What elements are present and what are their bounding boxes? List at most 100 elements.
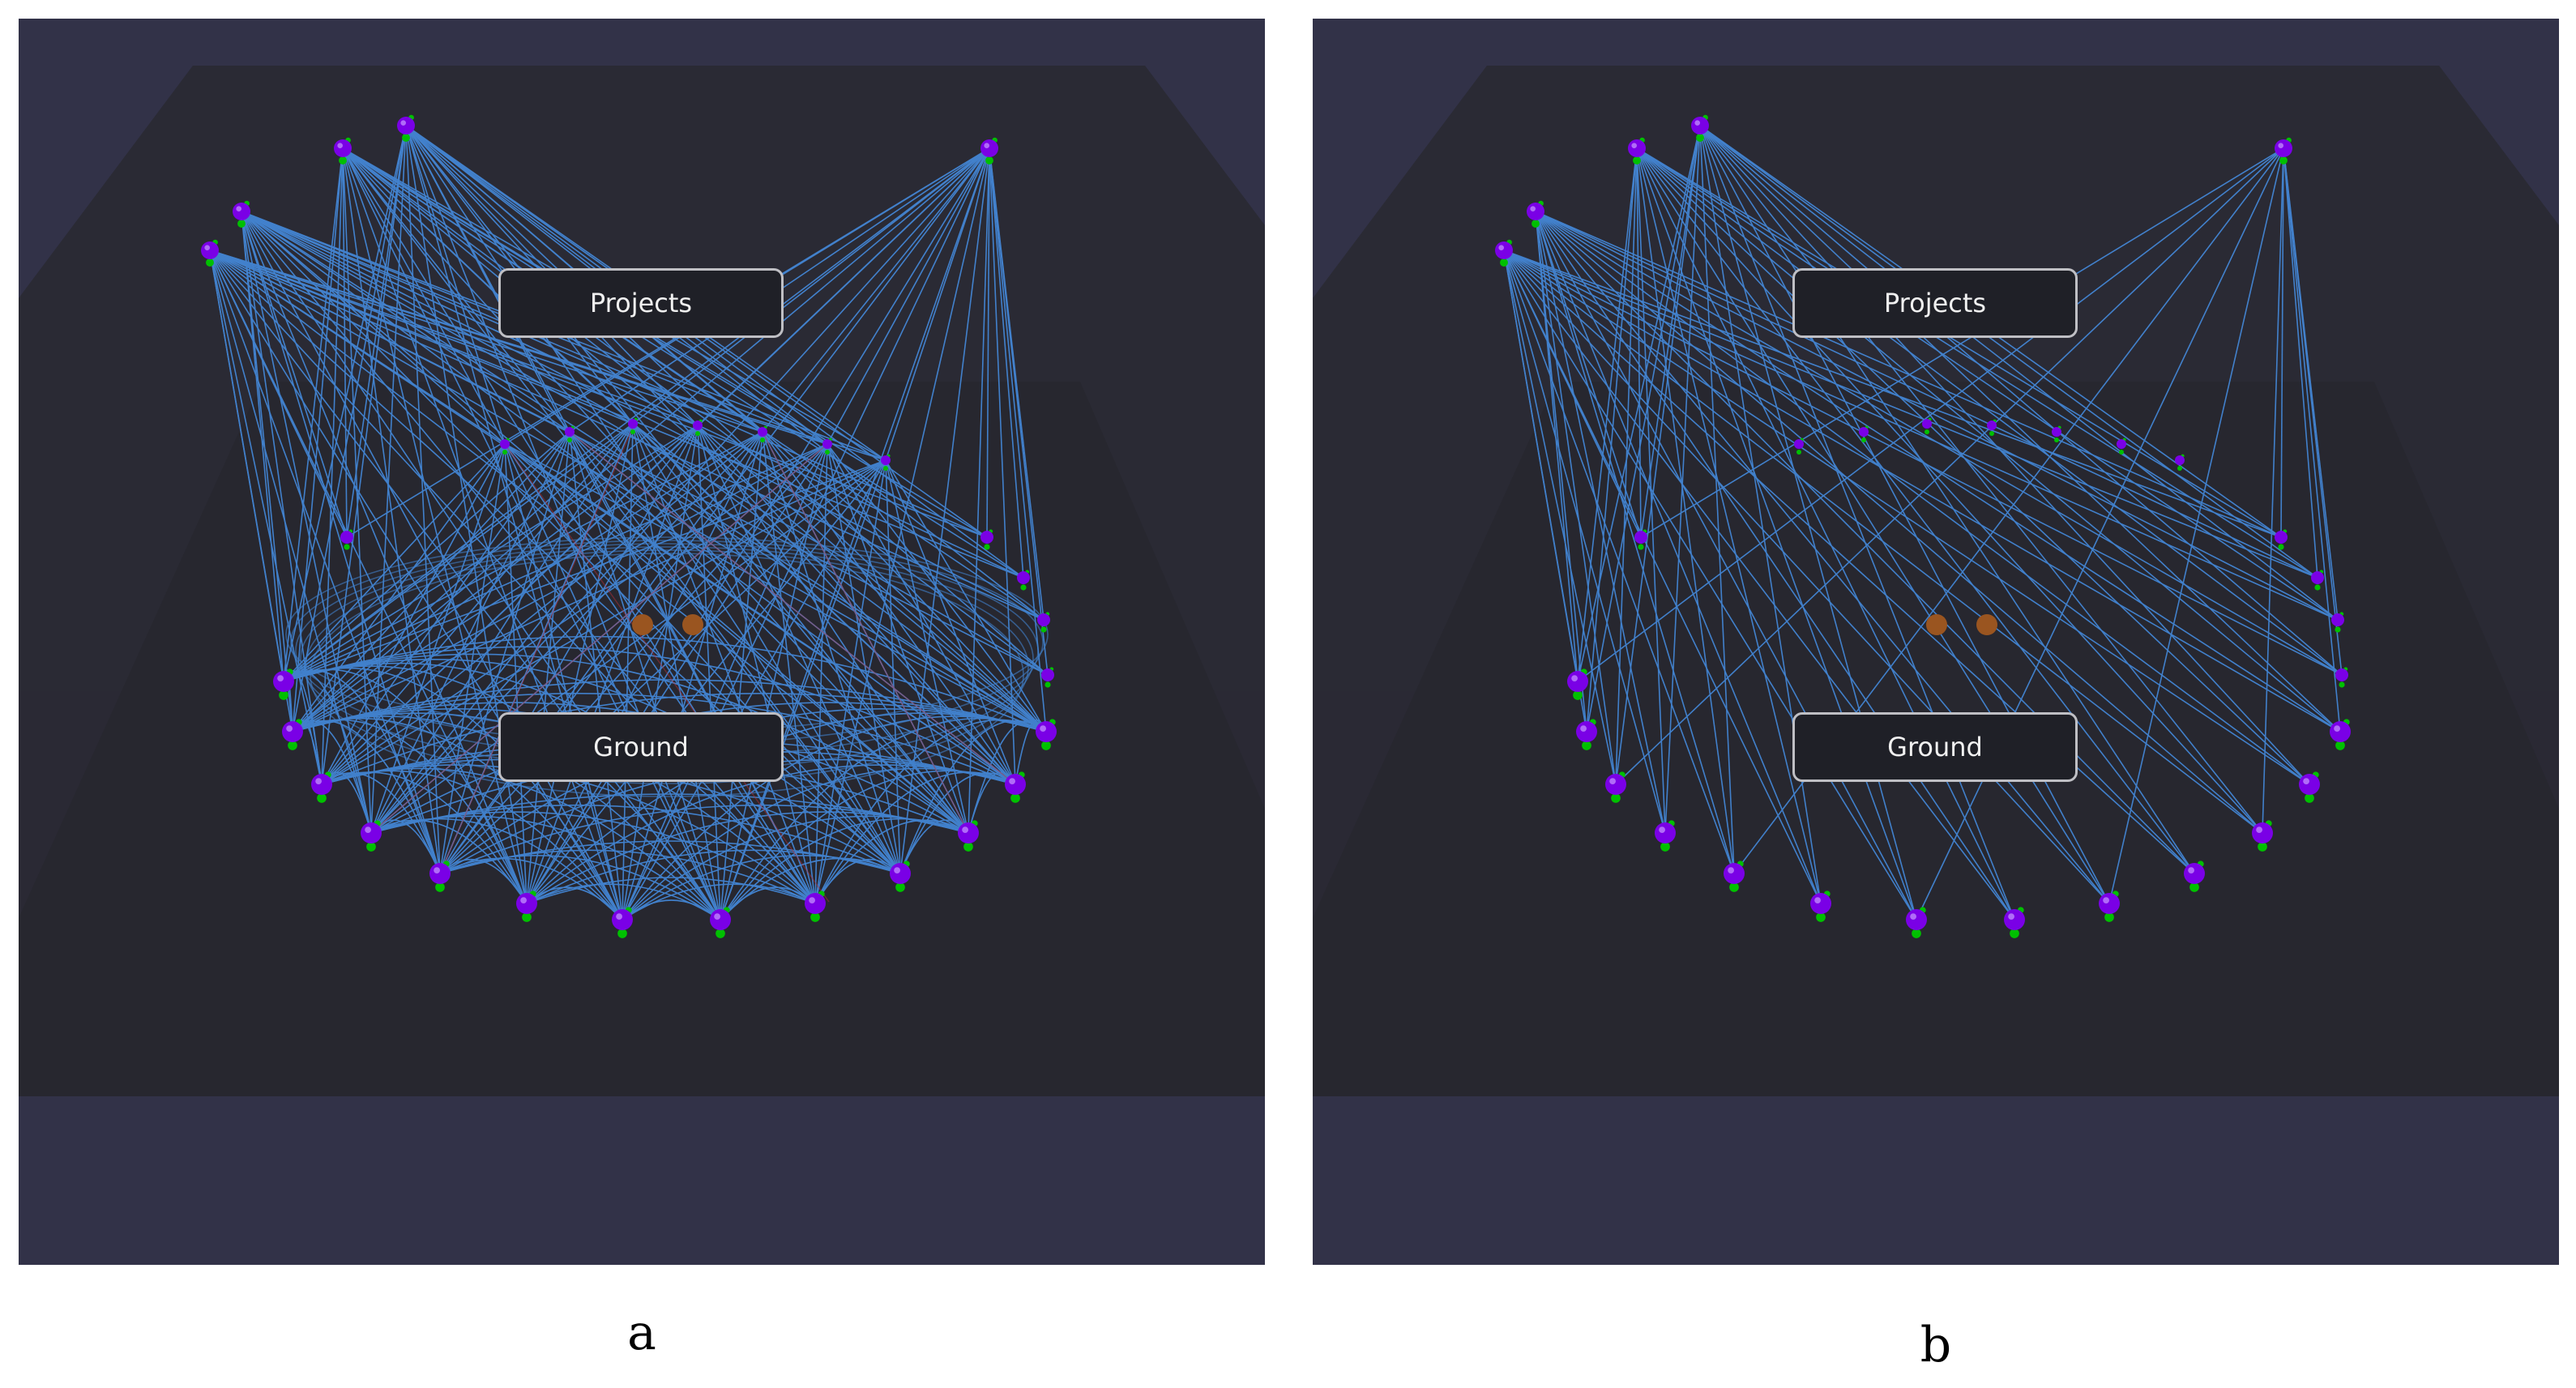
network-node <box>1810 890 1831 922</box>
edge <box>632 423 1016 785</box>
edge <box>292 147 990 732</box>
edge <box>1699 125 2015 920</box>
edge <box>370 423 634 834</box>
edge <box>504 443 528 904</box>
edge <box>1503 250 2282 538</box>
edge <box>405 125 623 920</box>
network-node <box>1906 907 1927 938</box>
edge <box>439 459 886 874</box>
edge <box>1640 147 2284 538</box>
network-node <box>2099 890 2120 922</box>
edge <box>241 211 506 445</box>
network-node <box>1859 425 1869 442</box>
edge <box>2283 147 2318 579</box>
edge <box>1503 250 2318 579</box>
edge <box>1615 125 1701 785</box>
edge <box>1535 211 1735 874</box>
caption-a: a <box>627 1305 656 1361</box>
edge <box>885 459 901 874</box>
edge <box>241 211 441 874</box>
edge <box>504 443 969 834</box>
edge <box>1699 125 2341 732</box>
edge <box>697 425 1047 732</box>
edge <box>1535 211 2318 579</box>
edge <box>762 431 816 904</box>
accent-edge <box>569 431 1016 785</box>
edge <box>209 250 1044 621</box>
edge <box>814 459 886 904</box>
edge <box>209 250 698 426</box>
edge <box>1699 125 1917 920</box>
edge <box>321 459 886 785</box>
edge <box>292 679 1047 732</box>
network-node <box>1005 771 1026 803</box>
edge <box>697 425 816 904</box>
network-node <box>361 820 382 852</box>
edge <box>439 431 570 874</box>
edge <box>720 147 990 920</box>
edge <box>762 431 901 874</box>
network-node <box>2335 667 2348 688</box>
edge <box>989 147 1016 785</box>
edge <box>1636 147 2310 785</box>
edge <box>283 443 506 682</box>
projects-label-b: Projects <box>1792 268 2078 338</box>
edge <box>1636 147 2015 920</box>
edge <box>209 250 372 834</box>
edges-group <box>1503 125 2343 920</box>
edge <box>526 423 634 904</box>
edge <box>569 431 969 834</box>
edge <box>827 147 990 445</box>
edge <box>209 250 323 785</box>
network-node <box>397 114 415 142</box>
caption-b: b <box>1920 1317 1952 1373</box>
network-node <box>500 438 510 455</box>
edge <box>1535 211 2339 621</box>
network-node <box>1495 239 1513 267</box>
edge <box>569 431 623 920</box>
network-node <box>201 239 219 267</box>
edge <box>1503 250 2195 874</box>
edge <box>526 431 763 904</box>
edge <box>292 423 634 732</box>
network-node <box>516 890 537 922</box>
graph-canvas-b <box>1313 66 2559 1096</box>
ground-label-a: Ground <box>498 712 784 782</box>
edge <box>292 702 969 834</box>
edge <box>1699 125 2343 676</box>
edge <box>2283 147 2343 676</box>
network-node <box>612 907 633 938</box>
edge <box>241 211 634 425</box>
edge <box>370 431 763 834</box>
edge <box>1640 125 1701 538</box>
accent-edges <box>370 423 1016 903</box>
edge <box>292 431 763 732</box>
edge <box>1535 211 2310 785</box>
edge <box>1535 211 2341 732</box>
edge-ring <box>310 553 1024 797</box>
edge <box>439 431 763 874</box>
edge <box>1535 211 2263 834</box>
network-node <box>2175 454 2185 471</box>
edge <box>1699 125 2195 874</box>
edge <box>1636 147 1917 920</box>
edge <box>1699 125 2318 579</box>
network-node <box>758 425 767 442</box>
network-node <box>710 907 731 938</box>
edge <box>241 211 293 732</box>
edge <box>622 425 698 920</box>
edge <box>2262 147 2284 834</box>
network-node <box>282 719 303 750</box>
edge <box>209 250 886 461</box>
edge <box>1503 250 1617 785</box>
edge <box>622 431 763 920</box>
edge <box>622 855 901 920</box>
network-node <box>340 529 353 550</box>
edge <box>1503 250 2343 676</box>
edge <box>504 443 816 904</box>
network-node <box>1724 861 1745 892</box>
edge <box>1503 250 2341 732</box>
edge-ring <box>305 549 1029 784</box>
edge <box>1503 250 1917 920</box>
edge <box>762 431 969 834</box>
